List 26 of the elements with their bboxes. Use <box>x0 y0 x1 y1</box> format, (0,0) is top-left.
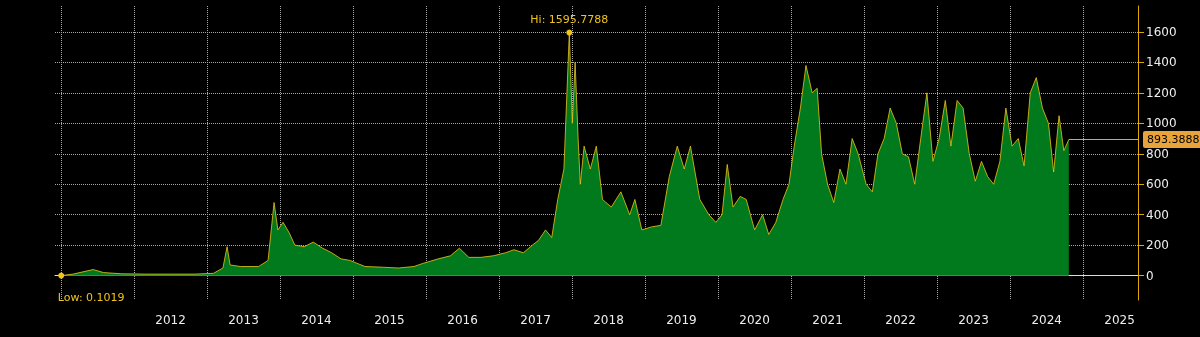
y-tick-label: 0 <box>1146 268 1154 283</box>
ref-line-label: 893.3888 <box>1147 133 1200 147</box>
x-tick-label: 2024 <box>1031 313 1062 327</box>
y-tick-label: 1200 <box>1146 85 1177 100</box>
x-tick-label: 2014 <box>301 313 332 327</box>
x-tick-label: 2017 <box>520 313 551 327</box>
y-tick-label: 200 <box>1146 238 1169 253</box>
x-tick-label: 2021 <box>812 313 843 327</box>
annotation: Hi: 1595.7788 <box>530 12 609 26</box>
x-tick-label: 2016 <box>447 313 478 327</box>
y-tick-label: 400 <box>1146 207 1169 222</box>
x-tick-label: 2020 <box>739 313 770 327</box>
x-tick-label: 2018 <box>593 313 624 327</box>
x-tick-label: 2025 <box>1104 313 1135 327</box>
y-tick-label: 600 <box>1146 177 1169 192</box>
annotation: Low: 0.1019 <box>57 290 125 304</box>
y-tick-label: 1000 <box>1146 116 1177 131</box>
x-tick-label: 2015 <box>374 313 405 327</box>
x-tick-label: 2019 <box>666 313 697 327</box>
y-tick-label: 1400 <box>1146 55 1177 70</box>
y-tick-label: 1600 <box>1146 24 1177 39</box>
x-tick-label: 2022 <box>885 313 916 327</box>
x-tick-label: 2013 <box>228 313 259 327</box>
x-tick-label: 2012 <box>155 313 186 327</box>
y-tick-label: 800 <box>1146 146 1169 161</box>
x-tick-label: 2023 <box>958 313 989 327</box>
